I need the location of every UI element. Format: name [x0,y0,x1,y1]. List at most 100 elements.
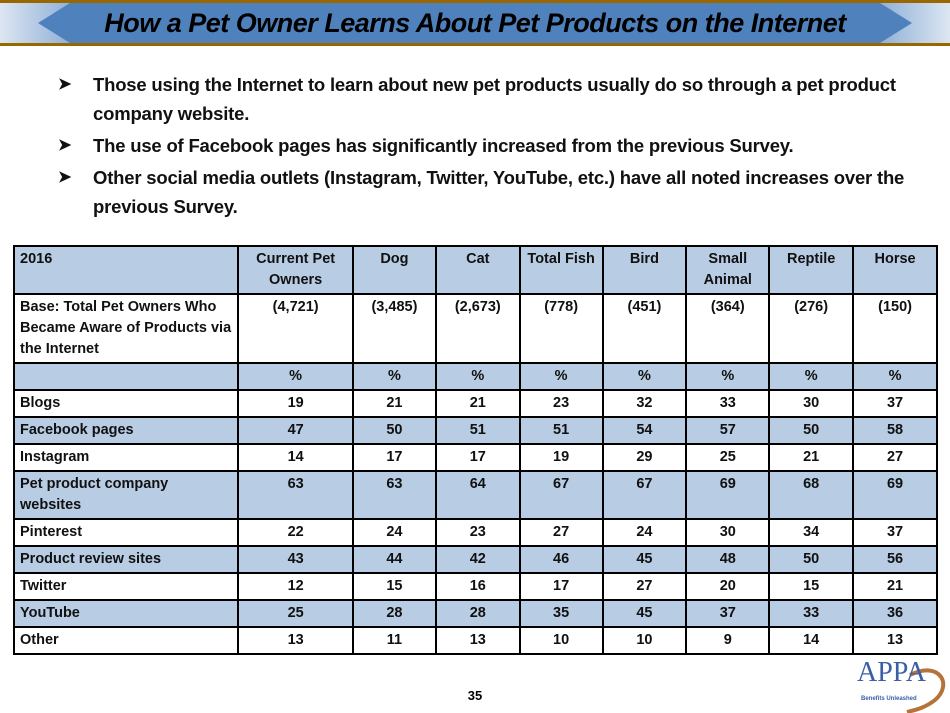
table-cell: 50 [768,416,855,445]
table-cell: Horse [852,245,938,295]
table-cell: 33 [768,599,855,628]
table-cell: (3,485) [352,293,437,364]
table-cell: 37 [852,389,938,418]
table-cell: Bird [601,245,688,295]
table-cell: 27 [852,443,938,472]
table-cell: 20 [685,572,771,601]
row-label: Blogs [12,389,240,418]
table-cell: 44 [352,545,437,574]
table-cell: 28 [352,599,437,628]
table-cell: % [601,362,688,391]
page-title: How a Pet Owner Learns About Pet Product… [104,8,846,38]
svg-text:APPA: APPA [857,657,927,688]
table-cell: 33 [685,389,771,418]
table-cell: 37 [685,599,771,628]
table-cell: 47 [237,416,354,445]
table-cell: 57 [685,416,771,445]
header-row: 2016 Current Pet Owners Dog Cat Total Fish Bi… [12,245,938,295]
table-row: Product review sites 43 44 42 46 45 48 50 56 [12,545,938,574]
table-row: Instagram 14 17 17 19 29 25 21 27 [12,443,938,472]
table-cell: 69 [685,470,771,520]
table-cell: 13 [852,626,938,655]
base-row: Base: Total Pet Owners Who Became Aware … [12,293,938,364]
table-cell: Reptile [768,245,855,295]
row-label [12,362,240,391]
table-cell: 9 [685,626,771,655]
table-row: Blogs 19 21 21 23 32 33 30 37 [12,389,938,418]
table-cell: 17 [518,572,604,601]
table-row: Facebook pages 47 50 51 51 54 57 50 58 [12,416,938,445]
table-cell: 24 [352,518,437,547]
data-table: 2016 Current Pet Owners Dog Cat Total Fish Bi… [12,245,938,655]
row-label: Other [12,626,240,655]
table-cell: 14 [237,443,354,472]
table-cell: 13 [434,626,521,655]
bullet-list: ➤ Those using the Internet to learn about… [58,70,908,224]
table-cell: Small Animal [685,245,771,295]
bullet-text: The use of Facebook pages has significan… [93,135,794,156]
table-cell: 34 [768,518,855,547]
table-cell: Cat [434,245,521,295]
row-label: Pinterest [12,518,240,547]
bullet-text: Other social media outlets (Instagram, T… [93,167,905,217]
table-cell: (150) [852,293,938,364]
table-cell: % [852,362,938,391]
table-cell: 50 [352,416,437,445]
table-cell: 24 [601,518,688,547]
row-label: Base: Total Pet Owners Who Became Aware … [12,293,240,364]
table-cell: 21 [768,443,855,472]
table-cell: % [685,362,771,391]
banner-shape [0,0,950,46]
table-cell: 19 [237,389,354,418]
table-cell: 45 [601,545,688,574]
bullet-item: ➤ Other social media outlets (Instagram, … [58,163,908,221]
table-row: YouTube 25 28 28 35 45 37 33 36 [12,599,938,628]
table-cell: (276) [768,293,855,364]
row-label: Product review sites [12,545,240,574]
table-cell: 51 [518,416,604,445]
table-cell: 15 [768,572,855,601]
table-cell: Total Fish [518,245,604,295]
table-cell: 63 [237,470,354,520]
table-cell: 63 [352,470,437,520]
table-cell: 28 [434,599,521,628]
table-cell: 23 [518,389,604,418]
table-cell: 21 [434,389,521,418]
table-row: Pinterest 22 24 23 27 24 30 34 37 [12,518,938,547]
table-cell: 12 [237,572,354,601]
bullet-text: Those using the Internet to learn about … [93,74,896,124]
row-label: Pet product company websites [12,470,240,520]
arrow-right-icon: ➤ [58,137,72,154]
row-label: 2016 [12,245,240,295]
table-cell: 69 [852,470,938,520]
table-cell: 21 [352,389,437,418]
arrow-right-icon: ➤ [58,76,72,93]
table-cell: 27 [518,518,604,547]
table-cell: 67 [601,470,688,520]
table-cell: 64 [434,470,521,520]
table-cell: 58 [852,416,938,445]
table-cell: 37 [852,518,938,547]
table-cell: 56 [852,545,938,574]
table-cell: 21 [852,572,938,601]
table-cell: (4,721) [237,293,354,364]
svg-text:Benefits Unleashed: Benefits Unleashed [861,696,917,702]
table-cell: 27 [601,572,688,601]
table-cell: 11 [352,626,437,655]
table-row: Pet product company websites 63 63 64 67 67 69… [12,470,938,520]
table-cell: % [768,362,855,391]
table-cell: Dog [352,245,437,295]
table-cell: 17 [352,443,437,472]
table-cell: 16 [434,572,521,601]
table-cell: 25 [685,443,771,472]
table-cell: 22 [237,518,354,547]
table-cell: 54 [601,416,688,445]
table-row: Twitter 12 15 16 17 27 20 15 21 [12,572,938,601]
table-cell: 13 [237,626,354,655]
table-cell: (778) [518,293,604,364]
table-cell: 42 [434,545,521,574]
table-cell: (364) [685,293,771,364]
table-cell: 43 [237,545,354,574]
table-cell: 14 [768,626,855,655]
table-cell: 50 [768,545,855,574]
